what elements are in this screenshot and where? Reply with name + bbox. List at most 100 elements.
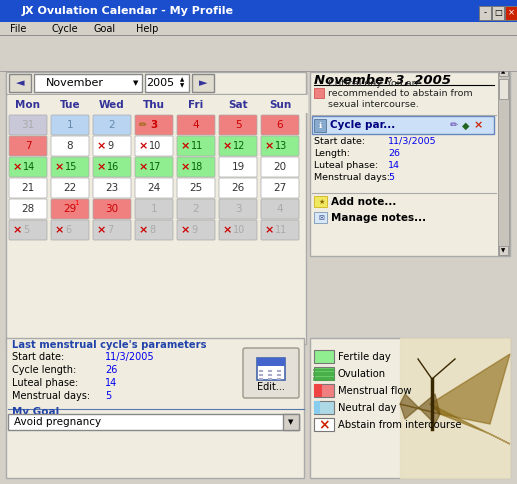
- Text: Avoid pregnancy: Avoid pregnancy: [14, 417, 101, 427]
- FancyBboxPatch shape: [93, 178, 131, 198]
- FancyBboxPatch shape: [314, 384, 334, 397]
- Text: Cycle: Cycle: [52, 24, 79, 33]
- FancyBboxPatch shape: [310, 338, 510, 478]
- FancyBboxPatch shape: [314, 350, 334, 363]
- FancyBboxPatch shape: [177, 157, 215, 177]
- Text: Cycle length:: Cycle length:: [12, 365, 76, 375]
- FancyBboxPatch shape: [145, 74, 189, 92]
- FancyBboxPatch shape: [135, 157, 173, 177]
- FancyBboxPatch shape: [177, 115, 215, 135]
- Text: 30: 30: [105, 204, 118, 214]
- FancyBboxPatch shape: [261, 136, 299, 156]
- Text: 27: 27: [273, 183, 286, 193]
- Text: ×: ×: [265, 225, 275, 235]
- Text: Neutral day: Neutral day: [338, 403, 397, 413]
- FancyBboxPatch shape: [312, 116, 494, 134]
- Polygon shape: [430, 404, 510, 444]
- Text: ✏: ✏: [139, 120, 147, 130]
- FancyBboxPatch shape: [314, 418, 334, 431]
- Text: ×: ×: [265, 141, 275, 151]
- Text: 8: 8: [149, 225, 155, 235]
- Text: 6: 6: [277, 120, 283, 130]
- Text: 2005: 2005: [146, 78, 174, 88]
- Text: Luteal phase:: Luteal phase:: [12, 378, 78, 388]
- FancyBboxPatch shape: [135, 178, 173, 198]
- Text: JX Ovulation Calendar - My Profile: JX Ovulation Calendar - My Profile: [22, 6, 234, 16]
- FancyBboxPatch shape: [93, 115, 131, 135]
- Text: Menstrual flow: Menstrual flow: [338, 386, 412, 396]
- Text: ×: ×: [97, 162, 107, 172]
- Text: 9: 9: [191, 225, 197, 235]
- FancyBboxPatch shape: [314, 88, 324, 98]
- Text: 11/3/2005: 11/3/2005: [388, 136, 437, 146]
- Text: Luteal phase:: Luteal phase:: [314, 161, 378, 169]
- Text: 28: 28: [21, 204, 35, 214]
- Text: ▲: ▲: [180, 77, 184, 82]
- FancyBboxPatch shape: [93, 220, 131, 240]
- Text: Ovulation: Ovulation: [338, 369, 386, 379]
- Text: 2: 2: [193, 204, 200, 214]
- Text: November: November: [46, 78, 104, 88]
- Text: 9: 9: [107, 141, 113, 151]
- FancyBboxPatch shape: [9, 74, 31, 92]
- Text: ×: ×: [508, 9, 514, 17]
- FancyBboxPatch shape: [492, 6, 504, 20]
- Text: My Goal: My Goal: [12, 407, 59, 417]
- Text: □: □: [494, 9, 502, 17]
- Text: File: File: [10, 24, 26, 33]
- Text: ★: ★: [319, 199, 325, 205]
- Text: 17: 17: [149, 162, 161, 172]
- FancyBboxPatch shape: [4, 72, 513, 480]
- Text: Length:: Length:: [314, 149, 350, 157]
- Text: Tue: Tue: [59, 100, 80, 110]
- FancyBboxPatch shape: [135, 115, 173, 135]
- Text: 5: 5: [105, 391, 111, 401]
- Text: 24: 24: [147, 183, 161, 193]
- FancyBboxPatch shape: [499, 246, 508, 255]
- Text: November 3, 2005: November 3, 2005: [314, 74, 451, 87]
- FancyBboxPatch shape: [51, 220, 89, 240]
- Text: 11/3/2005: 11/3/2005: [105, 352, 155, 362]
- Text: 21: 21: [21, 183, 35, 193]
- Text: 13: 13: [275, 141, 287, 151]
- Text: ►: ►: [199, 78, 207, 88]
- FancyBboxPatch shape: [9, 199, 47, 219]
- Text: 6: 6: [65, 225, 71, 235]
- Text: 1: 1: [67, 120, 73, 130]
- FancyBboxPatch shape: [0, 22, 517, 35]
- FancyBboxPatch shape: [261, 178, 299, 198]
- Text: 7: 7: [25, 141, 32, 151]
- FancyBboxPatch shape: [283, 414, 299, 430]
- FancyBboxPatch shape: [51, 115, 89, 135]
- Text: ✉: ✉: [319, 215, 325, 221]
- FancyBboxPatch shape: [51, 178, 89, 198]
- FancyBboxPatch shape: [135, 136, 173, 156]
- Text: ×: ×: [181, 162, 190, 172]
- Text: ×: ×: [139, 141, 148, 151]
- Text: Thu: Thu: [143, 100, 165, 110]
- FancyBboxPatch shape: [6, 74, 306, 344]
- FancyBboxPatch shape: [34, 74, 142, 92]
- FancyBboxPatch shape: [219, 220, 257, 240]
- FancyBboxPatch shape: [219, 178, 257, 198]
- FancyBboxPatch shape: [9, 157, 47, 177]
- Text: Help: Help: [136, 24, 158, 33]
- FancyBboxPatch shape: [6, 338, 304, 478]
- FancyBboxPatch shape: [135, 220, 173, 240]
- Text: Cycle par...: Cycle par...: [330, 121, 396, 131]
- Text: 19: 19: [232, 162, 245, 172]
- FancyBboxPatch shape: [314, 384, 322, 397]
- FancyBboxPatch shape: [219, 157, 257, 177]
- Text: 3: 3: [150, 120, 157, 130]
- Text: Menstrual days:: Menstrual days:: [314, 172, 390, 182]
- Text: 31: 31: [21, 120, 35, 130]
- Text: ×: ×: [139, 162, 148, 172]
- Text: Start date:: Start date:: [314, 136, 365, 146]
- FancyBboxPatch shape: [243, 348, 299, 398]
- Text: Mon: Mon: [16, 100, 40, 110]
- Text: ×: ×: [97, 141, 107, 151]
- FancyBboxPatch shape: [9, 136, 47, 156]
- Text: 12: 12: [233, 141, 246, 151]
- FancyBboxPatch shape: [8, 414, 299, 430]
- Text: Start date:: Start date:: [12, 352, 64, 362]
